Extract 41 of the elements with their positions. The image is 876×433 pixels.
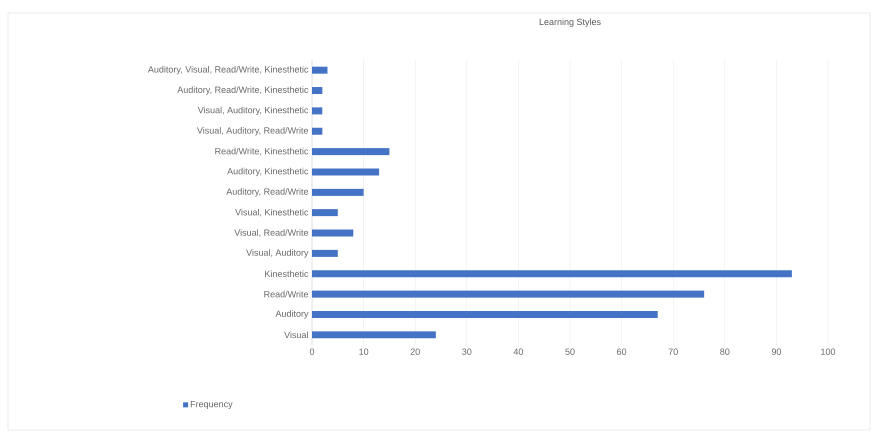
y-tick-label: Auditory [275,310,308,319]
x-tick-label: 100 [821,348,836,355]
bar [312,290,704,298]
y-tick-label: Visual, Auditory, Read/Write [196,127,308,136]
y-tick-label: Read/Write [264,290,308,298]
x-tick-label: 30 [462,348,472,355]
y-tick-label: Auditory, Visual, Read/Write, Kinesthetic [148,66,308,74]
y-tick-label: Visual, Auditory [246,249,308,258]
bar [312,230,354,237]
y-tick-label: Visual, Auditory, Kinesthetic [198,106,308,116]
bar [312,168,380,176]
y-tick-label: Kinesthetic [265,270,308,278]
x-tick-label: 40 [514,348,524,355]
bar [312,331,436,338]
x-tick-label: 0 [310,348,314,355]
x-tick-label: 90 [772,348,782,355]
x-tick-label: 10 [359,348,368,355]
bar [312,148,390,156]
legend-label: Frequency [190,400,233,410]
bar [312,107,322,114]
y-tick-label: Read/Write, Kinesthetic [215,148,308,156]
chart-title: Learning Styles [540,18,601,27]
x-tick-label: 50 [565,348,575,355]
x-tick-label: 20 [410,348,420,355]
x-tick-label: 70 [668,348,678,355]
y-tick-label: Auditory, Kinesthetic [227,168,308,176]
y-tick-label: Visual [284,332,308,338]
y-tick-label: Visual, Kinesthetic [235,208,308,217]
y-tick-label: Visual, Read/Write [234,229,308,237]
bar [312,66,328,74]
bar [312,310,658,318]
bar [312,270,792,278]
bar [312,128,322,135]
bar [312,87,322,94]
y-tick-label: Auditory, Read/Write, Kinesthetic [177,86,308,95]
bar [312,209,338,216]
bar [312,250,338,257]
bar [312,188,364,196]
x-tick-label: 80 [720,348,730,355]
y-tick-label: Auditory, Read/Write [226,188,308,197]
x-tick-label: 60 [617,348,626,355]
